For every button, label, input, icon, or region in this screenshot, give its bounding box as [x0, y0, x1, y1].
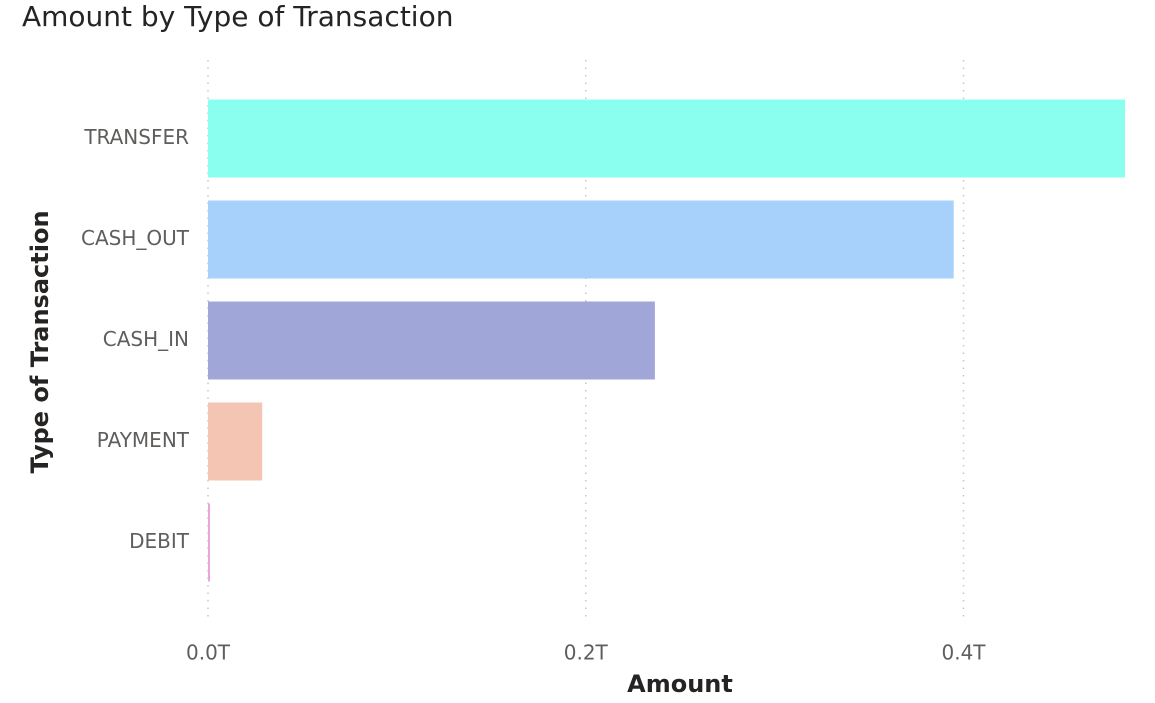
- category-label: DEBIT: [129, 529, 190, 553]
- category-label: TRANSFER: [83, 125, 189, 149]
- bars: [208, 99, 1125, 582]
- x-tick-label: 0.2T: [564, 641, 609, 665]
- x-axis-label: Amount: [627, 670, 733, 698]
- x-tick-label: 0.0T: [186, 641, 231, 665]
- chart-title: Amount by Type of Transaction: [22, 0, 454, 33]
- x-tick-label: 0.4T: [941, 641, 986, 665]
- x-tick-labels: 0.0T 0.2T 0.4T: [186, 641, 986, 665]
- category-label: PAYMENT: [97, 428, 190, 452]
- bar-cash-out[interactable]: [208, 200, 954, 279]
- category-labels: TRANSFER CASH_OUT CASH_IN PAYMENT DEBIT: [81, 125, 190, 553]
- category-label: CASH_IN: [103, 327, 189, 351]
- bar-payment[interactable]: [208, 402, 263, 481]
- category-label: CASH_OUT: [81, 226, 190, 250]
- bar-transfer[interactable]: [208, 99, 1125, 178]
- bar-debit[interactable]: [208, 503, 210, 582]
- bar-cash-in[interactable]: [208, 301, 655, 380]
